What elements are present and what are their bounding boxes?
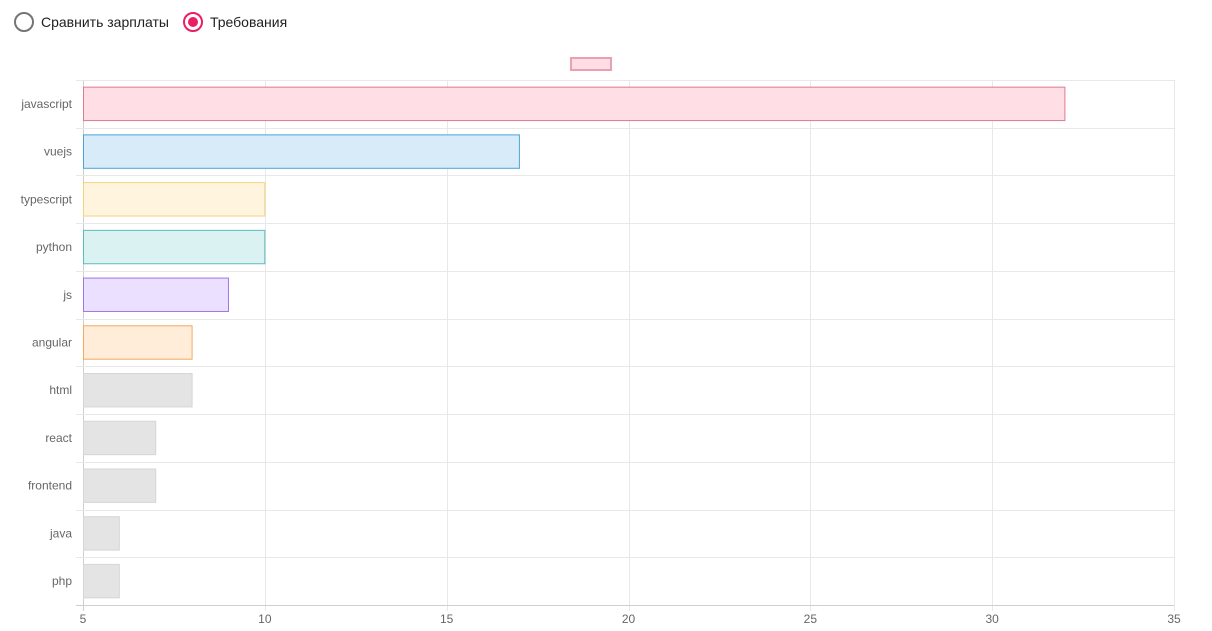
bar-angular[interactable] <box>83 325 193 360</box>
bar-vuejs[interactable] <box>83 134 520 169</box>
radio-requirements[interactable]: Требования <box>182 12 288 32</box>
radio-requirements-label: Требования <box>209 14 288 30</box>
x-tick-label: 15 <box>440 612 454 626</box>
chart-legend[interactable] <box>570 57 612 71</box>
bar-react[interactable] <box>83 420 157 456</box>
bar-python[interactable] <box>83 229 266 265</box>
bar-php[interactable] <box>83 563 120 599</box>
x-tick-label: 25 <box>804 612 818 626</box>
chart-bars <box>83 86 1066 599</box>
x-axis-labels: 5 10 15 20 25 30 35 <box>80 612 1181 626</box>
y-tick-label: java <box>49 526 72 540</box>
radio-unchecked-icon[interactable] <box>14 12 34 32</box>
chart-mode-radio-group: Сравнить зарплаты Требования <box>14 11 301 33</box>
bar-html[interactable] <box>83 373 193 408</box>
bar-js[interactable] <box>83 277 229 312</box>
legend-swatch[interactable] <box>570 57 612 71</box>
y-tick-label: react <box>45 431 72 445</box>
y-tick-label: python <box>36 240 72 254</box>
radio-checked-icon[interactable] <box>182 12 203 32</box>
y-axis-labels: javascript vuejs typescript python js angular… <box>20 97 72 588</box>
x-tick-label: 30 <box>985 612 999 626</box>
radio-compare-salaries[interactable]: Сравнить зарплаты <box>14 12 169 32</box>
bar-frontend[interactable] <box>83 468 157 503</box>
bar-java[interactable] <box>83 516 120 551</box>
x-tick-label: 20 <box>622 612 636 626</box>
x-tick-label: 35 <box>1167 612 1181 626</box>
y-tick-label: javascript <box>20 97 72 111</box>
y-tick-label: frontend <box>28 479 72 493</box>
x-tick-label: 10 <box>258 612 272 626</box>
y-tick-label: typescript <box>21 192 73 206</box>
y-tick-label: html <box>49 383 72 397</box>
chart-grid <box>76 80 1175 611</box>
bar-typescript[interactable] <box>83 182 266 217</box>
y-tick-label: vuejs <box>44 145 72 159</box>
bar-javascript[interactable] <box>83 86 1066 122</box>
radio-compare-salaries-label: Сравнить зарплаты <box>41 14 169 30</box>
y-tick-label: js <box>62 288 72 302</box>
x-tick-label: 5 <box>80 612 87 626</box>
y-tick-label: angular <box>32 336 72 350</box>
y-tick-label: php <box>52 574 72 588</box>
